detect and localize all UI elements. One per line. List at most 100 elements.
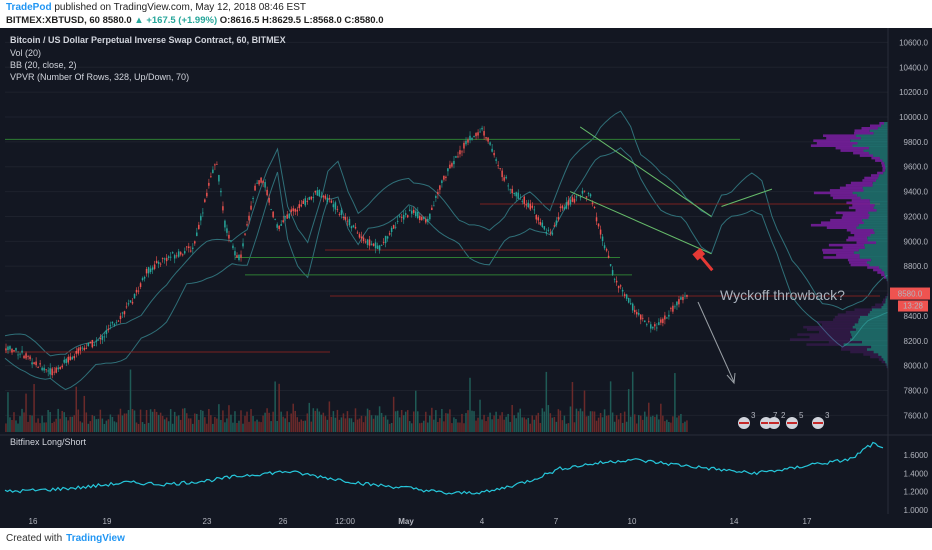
candle-body — [573, 198, 576, 203]
long-short-label[interactable]: Bitfinex Long/Short — [10, 437, 87, 447]
chart-area[interactable]: 7600.07800.08000.08200.08400.08600.08800… — [0, 28, 932, 528]
volume-bar — [286, 411, 288, 432]
volume-bar — [575, 408, 578, 432]
volume-profile-row — [874, 231, 888, 234]
volume-bar — [177, 415, 180, 432]
candle-body — [479, 131, 481, 133]
candle-body — [473, 136, 475, 138]
volume-profile-row — [855, 328, 888, 331]
volume-bar — [45, 422, 47, 432]
volume-profile-row — [869, 214, 888, 217]
candle-body — [619, 285, 622, 287]
volume-bar — [392, 396, 395, 432]
candle-body — [597, 223, 600, 227]
candle-body — [179, 252, 182, 255]
bollinger-bands — [4, 110, 889, 391]
volume-profile-row — [842, 214, 870, 217]
candle-body — [194, 241, 196, 244]
volume-bar — [455, 418, 457, 432]
publish-header: TradePod published on TradingView.com, M… — [0, 0, 932, 28]
candle-body — [555, 220, 558, 226]
volume-bar — [639, 415, 642, 432]
volume-profile-row — [848, 206, 874, 210]
candle-body — [402, 215, 405, 220]
volume-bar — [131, 409, 134, 432]
volume-bar — [412, 411, 415, 432]
candle-body — [240, 254, 242, 258]
volume-profile-row — [854, 308, 872, 311]
volume-profile-row — [809, 335, 852, 339]
vpvr-indicator-label[interactable]: VPVR (Number Of Rows, 328, Up/Down, 70) — [10, 72, 190, 82]
candle-body — [400, 216, 403, 218]
volume-profile-row — [854, 129, 870, 132]
candle-body — [404, 213, 407, 215]
volume-bar — [658, 419, 660, 432]
event-count: 3 — [825, 411, 830, 420]
candle-body — [75, 351, 78, 354]
volume-bar — [515, 418, 517, 432]
candle-body — [89, 341, 92, 344]
volume-bar — [151, 411, 154, 432]
flag-stripe — [761, 422, 771, 424]
tradingview-brand[interactable]: TradingView — [66, 533, 125, 544]
volume-profile-row — [884, 122, 888, 125]
price-tag[interactable] — [890, 287, 930, 300]
volume-profile-row — [832, 196, 861, 200]
candle-body — [276, 224, 278, 228]
candle-body — [539, 222, 542, 225]
volume-bar — [39, 423, 41, 432]
volume-profile-row — [860, 196, 888, 200]
candle-body — [380, 244, 383, 246]
candle-body — [99, 337, 102, 340]
volume-bar — [553, 417, 556, 432]
volume-bar — [527, 417, 530, 432]
candle-body — [650, 324, 652, 329]
candle-body — [312, 197, 315, 198]
author-link[interactable]: TradePod — [6, 2, 52, 13]
candle-body — [396, 220, 399, 222]
volume-bar — [296, 417, 298, 432]
volume-profile-row — [855, 134, 888, 137]
candle-body — [437, 192, 439, 195]
candle-body — [686, 294, 688, 297]
bb-indicator-label[interactable]: BB (20, close, 2) — [10, 60, 77, 70]
volume-profile-row — [845, 184, 873, 187]
countdown-tag — [898, 300, 928, 312]
price-candles — [5, 125, 688, 379]
volume-bar — [71, 416, 73, 432]
candle-body — [29, 356, 31, 360]
volume-bar — [316, 408, 319, 432]
volume-bar — [318, 411, 321, 432]
volume-bar — [563, 415, 566, 432]
candle-body — [173, 255, 176, 259]
volume-profile-row — [817, 320, 859, 324]
candle-body — [288, 213, 290, 219]
candle-body — [159, 263, 162, 265]
volume-bar — [533, 419, 536, 432]
trendline — [721, 188, 773, 207]
volume-profile-row — [863, 353, 879, 356]
volume-bar — [352, 422, 355, 432]
volume-bar — [276, 420, 278, 432]
candle-body — [260, 177, 262, 183]
volume-bar — [541, 408, 544, 432]
volume-profile-row — [864, 246, 888, 249]
volume-profile-row — [839, 186, 863, 190]
vol-indicator-label[interactable]: Vol (20) — [10, 48, 42, 58]
volume-bar — [479, 399, 481, 432]
volume-bar — [591, 411, 594, 432]
candle-body — [212, 169, 214, 174]
volume-profile-row — [861, 127, 878, 130]
volume-bar — [238, 420, 240, 432]
volume-bar — [650, 416, 652, 432]
chart-canvas[interactable]: 7600.07800.08000.08200.08400.08600.08800… — [0, 28, 932, 528]
volume-bar — [290, 413, 292, 432]
projection-arrow-line — [697, 301, 735, 383]
volume-profile-row — [877, 176, 888, 180]
volume-bar — [109, 414, 112, 432]
volume-bar — [308, 402, 311, 432]
candle-body — [352, 225, 355, 228]
volume-profile-row — [886, 278, 888, 282]
volume-bar — [59, 418, 61, 432]
volume-profile-row — [853, 251, 888, 254]
